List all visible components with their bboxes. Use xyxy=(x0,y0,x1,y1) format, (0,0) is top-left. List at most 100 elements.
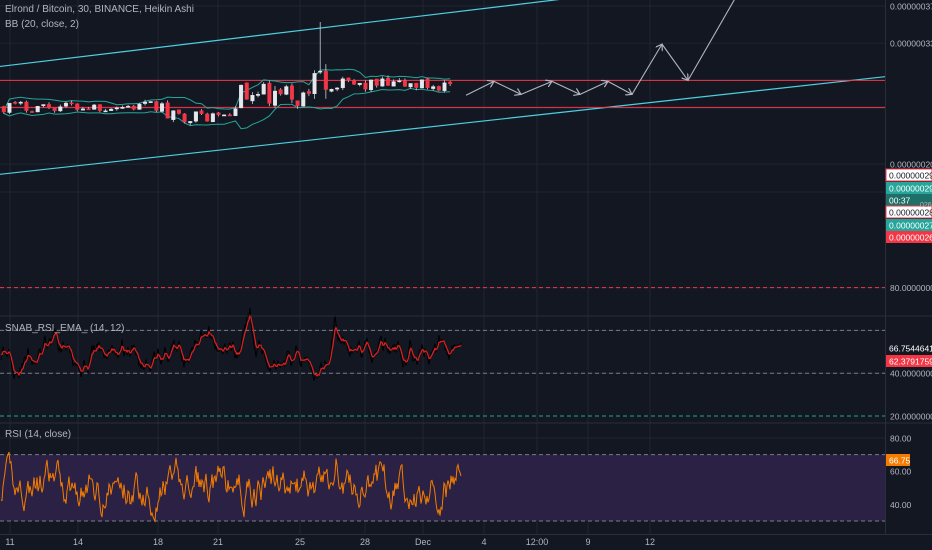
candle-body-37 xyxy=(210,113,215,123)
price-tag-2: 00:37 xyxy=(886,194,932,206)
rsi-tick-2: 40.00 xyxy=(890,500,912,510)
trend-channel[interactable] xyxy=(0,0,886,175)
time-tick-0: 11 xyxy=(5,537,14,547)
projection-segment-0 xyxy=(465,81,494,96)
candle-body-25 xyxy=(143,101,148,104)
snab-last-1-box xyxy=(886,355,932,367)
candle-body-29 xyxy=(165,102,170,119)
candle-body-75 xyxy=(425,78,430,88)
snab-tick-0: 80.00000000 xyxy=(890,283,932,293)
snab-tick-2: 20.00000000 xyxy=(890,412,932,422)
price-tag-1-label: 0.00000029 xyxy=(889,184,932,194)
rsi-tick-1: 60.00 xyxy=(890,467,912,477)
candle-body-3 xyxy=(18,101,23,104)
candle-body-69 xyxy=(391,81,396,87)
price-axis[interactable]: 0.000000450.000000410.000000370.00000033… xyxy=(890,0,932,510)
time-tick-9: 9 xyxy=(585,537,590,547)
candle-body-40 xyxy=(227,114,232,117)
candle-body-9 xyxy=(52,107,57,111)
price-tag-5: 0.00000026 xyxy=(886,231,932,243)
candle-body-76 xyxy=(431,86,436,89)
candle-body-63 xyxy=(357,82,362,85)
candle-body-30 xyxy=(171,110,176,120)
candle-body-21 xyxy=(120,107,125,109)
candle-body-49 xyxy=(278,89,283,95)
time-tick-7: 4 xyxy=(481,537,486,547)
snab-last-0: 66.75446413 xyxy=(889,344,932,354)
candle-body-65 xyxy=(369,79,374,91)
price-tick-2: 0.00000037 xyxy=(890,2,932,12)
candle-body-52 xyxy=(295,100,300,106)
symbol-title[interactable]: Elrond / Bitcoin, 30, BINANCE, Heikin As… xyxy=(5,4,194,15)
candle-body-16 xyxy=(92,104,97,110)
candle-body-61 xyxy=(346,77,351,81)
rsi-legend[interactable]: RSI (14, close) xyxy=(5,429,71,440)
candle-body-59 xyxy=(335,87,340,90)
candle-body-14 xyxy=(80,108,85,111)
candle-body-32 xyxy=(182,113,187,123)
price-tag-2-label: 00:37 xyxy=(889,196,911,206)
time-tick-1: 14 xyxy=(73,537,83,547)
candle-body-13 xyxy=(75,103,80,110)
price-tag-4-label: 0.00000027 xyxy=(889,221,932,231)
candle-body-24 xyxy=(137,103,142,110)
price-tick-3: 0.00000033 xyxy=(890,39,932,49)
candle-body-39 xyxy=(222,114,227,117)
price-tag-1: 0.00000029 xyxy=(886,182,932,194)
snab-legend[interactable]: SNAB_RSI_EMA_ (14, 12) xyxy=(5,323,125,334)
candle-body-43 xyxy=(244,82,249,100)
time-tick-8: 12:00 xyxy=(526,537,549,547)
candle-body-11 xyxy=(63,102,68,107)
candle-body-6 xyxy=(35,106,40,113)
candle-body-28 xyxy=(159,103,164,112)
candle-body-19 xyxy=(109,108,114,111)
price-tag-partial: 026 xyxy=(920,202,932,209)
horizontal-levels[interactable] xyxy=(0,79,885,108)
candle-body-33 xyxy=(188,121,193,124)
time-tick-5: 28 xyxy=(360,537,370,547)
price-tag-2-box xyxy=(886,194,932,206)
snab-series-black xyxy=(0,307,462,381)
bb-legend[interactable]: BB (20, close, 2) xyxy=(5,19,79,30)
projection-segment-6 xyxy=(631,44,662,95)
candle-body-46 xyxy=(261,83,266,95)
candle-body-20 xyxy=(114,107,119,110)
candle-body-73 xyxy=(414,82,419,88)
rsi-last-box xyxy=(886,454,910,466)
snab-last-0-label: 66.75446413 xyxy=(889,344,932,354)
candle-body-7 xyxy=(41,104,46,106)
price-tag-1-box xyxy=(886,182,932,194)
candle-body-34 xyxy=(193,111,198,122)
snab-rsi-ema-pane xyxy=(0,287,885,417)
candle-body-22 xyxy=(126,105,131,108)
candle-body-26 xyxy=(148,101,153,103)
time-tick-6: Dec xyxy=(415,537,432,547)
price-tags: 0.00000029 0.00000029 00:37 0.00000028 0.000… xyxy=(885,168,932,466)
candle-body-58 xyxy=(329,89,334,92)
rsi-band xyxy=(0,454,885,521)
candle-body-15 xyxy=(86,108,91,111)
candle-body-56 xyxy=(318,70,323,73)
projection-segment-8 xyxy=(687,0,735,81)
price-tag-0: 0.00000029 xyxy=(885,168,932,182)
price-tag-3-box xyxy=(885,205,932,219)
time-tick-3: 21 xyxy=(213,537,223,547)
price-tag-0-box xyxy=(885,168,932,182)
projection-segment-3 xyxy=(551,80,580,94)
candle-body-41 xyxy=(233,108,238,116)
candle-body-0 xyxy=(1,106,6,113)
rsi-last: 66.75 xyxy=(886,454,911,466)
time-axis[interactable]: 11 14 18 21 25 28 Dec 4 12:00 9 12 xyxy=(5,537,655,547)
candle-body-71 xyxy=(402,80,407,87)
time-tick-10: 12 xyxy=(645,537,655,547)
candle-body-60 xyxy=(340,78,345,89)
bollinger-bands xyxy=(3,68,451,130)
rsi-series xyxy=(0,451,462,523)
projection-arrows[interactable] xyxy=(465,0,750,96)
candle-body-8 xyxy=(47,104,52,108)
channel-upper-line xyxy=(0,0,560,68)
price-tag-0-label: 0.00000029 xyxy=(889,171,932,181)
price-tag-4-box xyxy=(886,219,932,231)
